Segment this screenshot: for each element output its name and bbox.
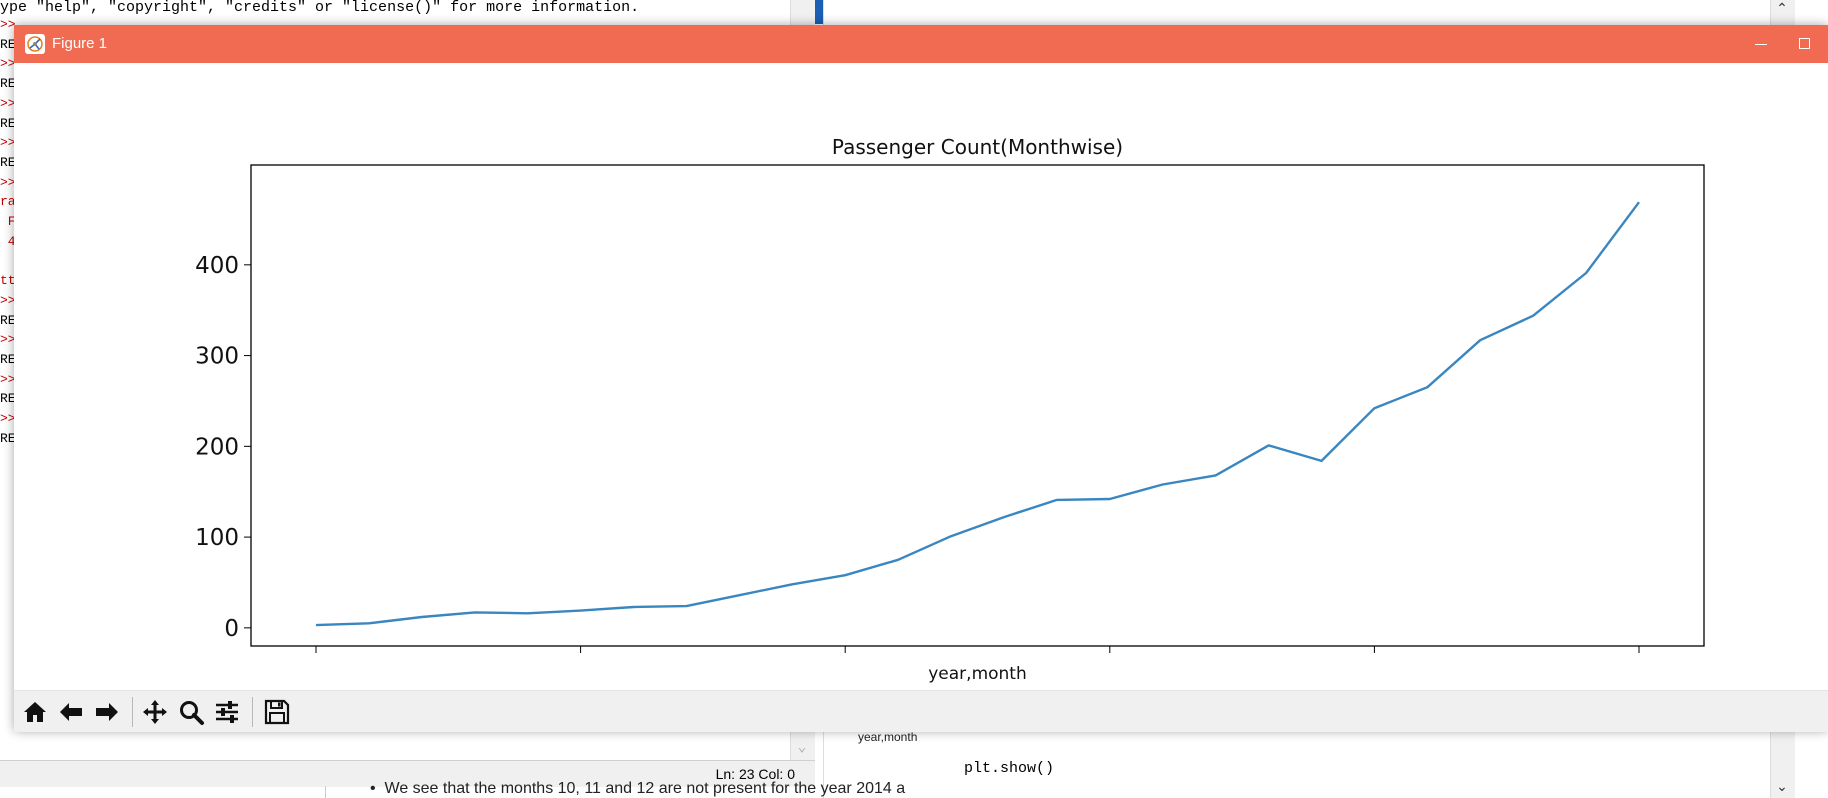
shell-status-bar: Ln: 23 Col: 0 xyxy=(0,760,815,787)
toolbar-separator xyxy=(132,697,133,727)
y-tick-label: 200 xyxy=(195,434,239,460)
notebook-divider xyxy=(325,786,326,798)
shell-line-fragment: >> xyxy=(0,174,16,190)
forward-button[interactable] xyxy=(90,695,124,729)
shell-line-fragment: ra xyxy=(0,194,16,210)
shell-line-fragment: RE xyxy=(0,391,16,407)
forward-arrow-icon xyxy=(96,703,118,721)
matplotlib-app-icon xyxy=(25,34,45,54)
shell-line-fragment: RE xyxy=(0,36,16,52)
scroll-down-icon[interactable]: ⌄ xyxy=(1776,778,1788,794)
shell-line-fragment: tt xyxy=(0,273,16,289)
shell-line-fragment: >> xyxy=(0,371,16,387)
shell-line-fragment: RE xyxy=(0,351,16,367)
figure-window: Figure 1 Passenger Count(Monthwise) 0 100 2… xyxy=(14,25,1828,732)
shell-line-fragment: RE xyxy=(0,430,16,446)
shell-line-fragment: 4 xyxy=(0,233,16,249)
notebook-code-line[interactable]: plt.show() xyxy=(964,760,1055,777)
shell-line-fragment: >> xyxy=(0,95,16,111)
y-tick-label: 100 xyxy=(195,525,239,551)
home-icon xyxy=(24,702,46,722)
maximize-button[interactable] xyxy=(1782,25,1828,63)
y-tick-label: 0 xyxy=(224,616,239,642)
back-button[interactable] xyxy=(54,695,88,729)
notebook-bullet-text: We see that the months 10, 11 and 12 are… xyxy=(384,780,906,797)
shell-line-fragment: >> xyxy=(0,135,16,151)
editor-marker xyxy=(815,0,823,24)
shell-line-fragment: RE xyxy=(0,76,16,92)
minimize-button[interactable] xyxy=(1738,25,1782,63)
notebook-mini-xlabel: year,month xyxy=(858,730,918,744)
back-arrow-icon xyxy=(60,703,82,721)
shell-line-fragment: >> xyxy=(0,292,16,308)
shell-line-fragment: >> xyxy=(0,56,16,72)
scroll-up-icon[interactable]: ⌃ xyxy=(1776,0,1788,16)
home-button[interactable] xyxy=(18,695,52,729)
shell-line-fragment: RE xyxy=(0,312,16,328)
figure-canvas[interactable]: Passenger Count(Monthwise) 0 100 200 300 400 y… xyxy=(14,63,1828,690)
cursor-position: Ln: 23 Col: 0 xyxy=(715,766,795,782)
y-tick-label: 400 xyxy=(195,253,239,279)
series-line xyxy=(315,201,1640,627)
shell-scroll-down-icon[interactable]: ⌄ xyxy=(797,740,807,756)
line-chart[interactable]: Passenger Count(Monthwise) 0 100 200 300 400 y… xyxy=(14,63,1828,690)
subplots-button[interactable] xyxy=(210,695,244,729)
figure-titlebar[interactable]: Figure 1 xyxy=(14,25,1828,63)
pan-icon xyxy=(143,700,167,724)
shell-line-fragment: >> xyxy=(0,332,16,348)
toolbar-separator xyxy=(252,697,253,727)
chart-title: Passenger Count(Monthwise) xyxy=(832,135,1123,159)
x-axis-label: year,month xyxy=(928,664,1027,684)
shell-line-fragment: F xyxy=(0,214,16,229)
plot-area-frame xyxy=(250,164,1705,647)
save-button[interactable] xyxy=(260,695,294,729)
y-tick-label: 300 xyxy=(195,344,239,370)
pan-button[interactable] xyxy=(138,695,172,729)
shell-line-fragment: >> xyxy=(0,411,16,426)
figure-toolbar xyxy=(14,690,1828,732)
zoom-icon xyxy=(180,701,204,725)
zoom-button[interactable] xyxy=(174,695,208,729)
shell-line-fragment: RE xyxy=(0,115,16,131)
shell-line-fragment: RE xyxy=(0,154,16,170)
save-icon xyxy=(264,699,290,725)
shell-banner: ype "help", "copyright", "credits" or "l… xyxy=(0,0,640,16)
notebook-bullet-item: • We see that the months 10, 11 and 12 a… xyxy=(370,780,906,797)
shell-line-fragment: >> xyxy=(0,17,16,32)
configure-subplots-icon xyxy=(216,701,238,723)
window-title: Figure 1 xyxy=(52,35,108,52)
